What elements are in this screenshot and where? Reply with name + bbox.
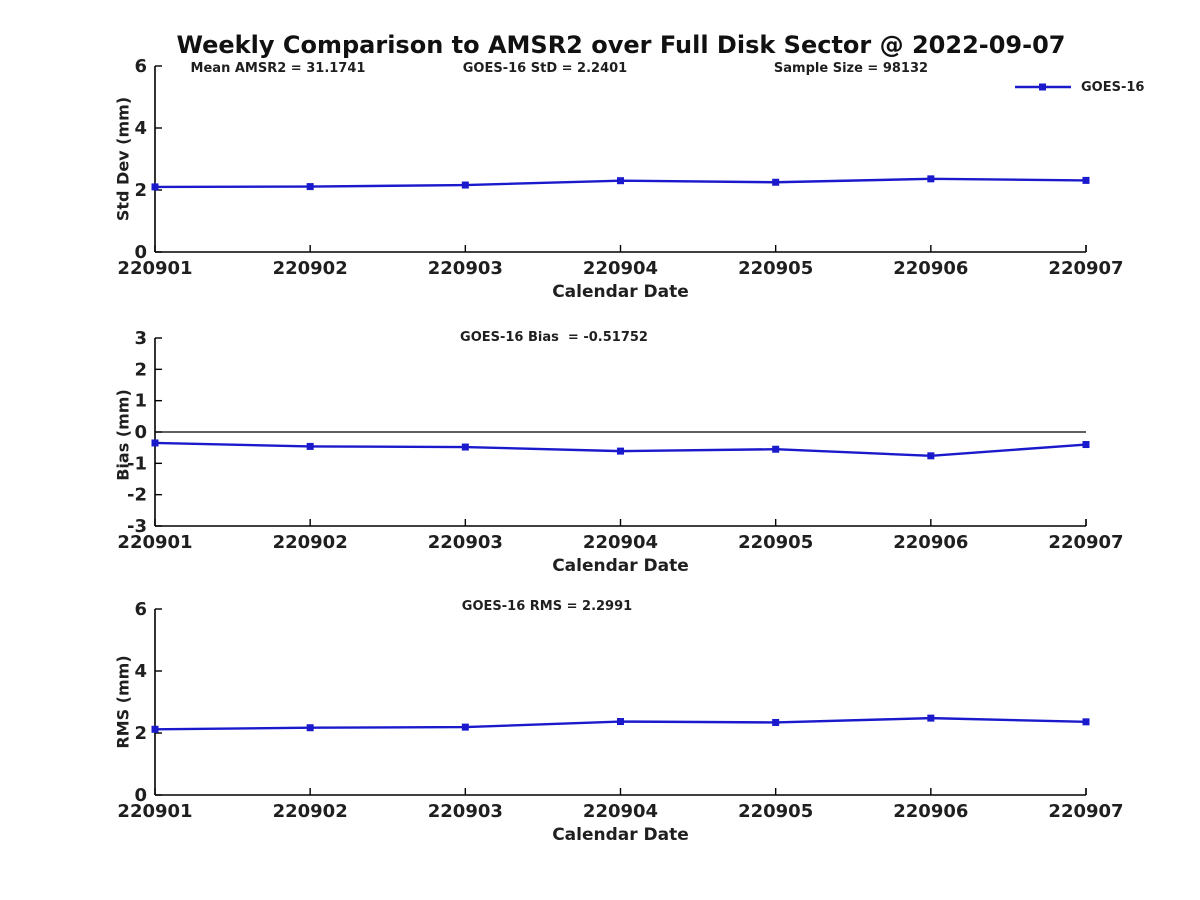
stat-mean-amsr2: Mean AMSR2 = 31.1741 <box>190 61 366 76</box>
x-tick-label: 220906 <box>893 801 968 822</box>
x-tick-label: 220901 <box>117 801 192 822</box>
data-point-marker <box>1082 441 1090 449</box>
x-tick-label: 220905 <box>738 258 813 279</box>
data-point-marker <box>1082 176 1090 184</box>
data-point-marker <box>1082 718 1090 726</box>
data-point-marker <box>151 439 159 447</box>
y-tick-label: -3 <box>127 516 147 537</box>
stat-goes16-bias: GOES-16 Bias = -0.51752 <box>460 330 648 345</box>
y-tick-label: -2 <box>127 485 147 506</box>
x-tick-label: 220903 <box>428 258 503 279</box>
data-point-marker <box>617 177 624 185</box>
x-tick-label: 220906 <box>893 532 968 553</box>
stat-sample-size: Sample Size = 98132 <box>773 61 929 76</box>
data-point-marker <box>772 718 780 726</box>
legend-marker-icon <box>1039 83 1046 91</box>
legend-line-sample <box>1015 83 1071 91</box>
data-point-marker <box>461 181 469 189</box>
x-axis-title: Calendar Date <box>552 556 689 576</box>
x-tick-label: 220906 <box>893 258 968 279</box>
legend-series-label: GOES-16 <box>1081 79 1145 95</box>
figure-title: Weekly Comparison to AMSR2 over Full Dis… <box>176 31 1066 59</box>
data-point-marker <box>772 445 780 453</box>
x-tick-label: 220902 <box>273 801 348 822</box>
x-tick-label: 220901 <box>117 532 192 553</box>
data-point-marker <box>306 442 314 450</box>
y-tick-label: 3 <box>134 328 147 349</box>
data-point-marker <box>927 175 935 183</box>
x-tick-label: 220902 <box>273 532 348 553</box>
data-point-marker <box>772 178 780 186</box>
stat-goes16-std: GOES-16 StD = 2.2401 <box>462 61 628 76</box>
y-tick-label: 4 <box>134 118 147 139</box>
x-axis-title: Calendar Date <box>552 825 689 845</box>
x-tick-label: 220907 <box>1048 532 1123 553</box>
y-tick-label: 2 <box>134 723 147 744</box>
data-point-marker <box>306 183 314 191</box>
legend: GOES-16 <box>1014 79 1144 95</box>
x-tick-label: 220907 <box>1048 258 1123 279</box>
x-axis-title: Calendar Date <box>552 282 689 302</box>
x-tick-label: 220904 <box>583 258 658 279</box>
y-tick-label: 6 <box>134 599 147 620</box>
y-tick-label: -1 <box>127 453 147 474</box>
x-tick-label: 220902 <box>273 258 348 279</box>
data-point-marker <box>151 183 159 191</box>
data-point-marker <box>617 447 624 455</box>
data-point-marker <box>617 718 624 726</box>
x-tick-label: 220905 <box>738 801 813 822</box>
y-tick-label: 2 <box>134 180 147 201</box>
x-tick-label: 220903 <box>428 532 503 553</box>
y-tick-label: 4 <box>134 661 147 682</box>
data-point-marker <box>927 714 935 722</box>
y-tick-label: 1 <box>134 391 147 412</box>
x-tick-label: 220904 <box>583 801 658 822</box>
y-tick-label: 6 <box>134 56 147 77</box>
data-point-marker <box>927 452 935 460</box>
y-tick-label: 0 <box>134 422 147 443</box>
x-tick-label: 220905 <box>738 532 813 553</box>
x-tick-label: 220903 <box>428 801 503 822</box>
x-tick-label: 220904 <box>583 532 658 553</box>
data-point-marker <box>461 723 469 731</box>
y-tick-label: 2 <box>134 359 147 380</box>
data-point-marker <box>151 725 159 733</box>
x-tick-label: 220907 <box>1048 801 1123 822</box>
data-point-marker <box>306 724 314 732</box>
y-tick-label: 0 <box>134 785 147 806</box>
data-point-marker <box>461 443 469 451</box>
y-tick-label: 0 <box>134 242 147 263</box>
x-tick-label: 220901 <box>117 258 192 279</box>
stat-goes16-rms: GOES-16 RMS = 2.2991 <box>461 599 633 614</box>
